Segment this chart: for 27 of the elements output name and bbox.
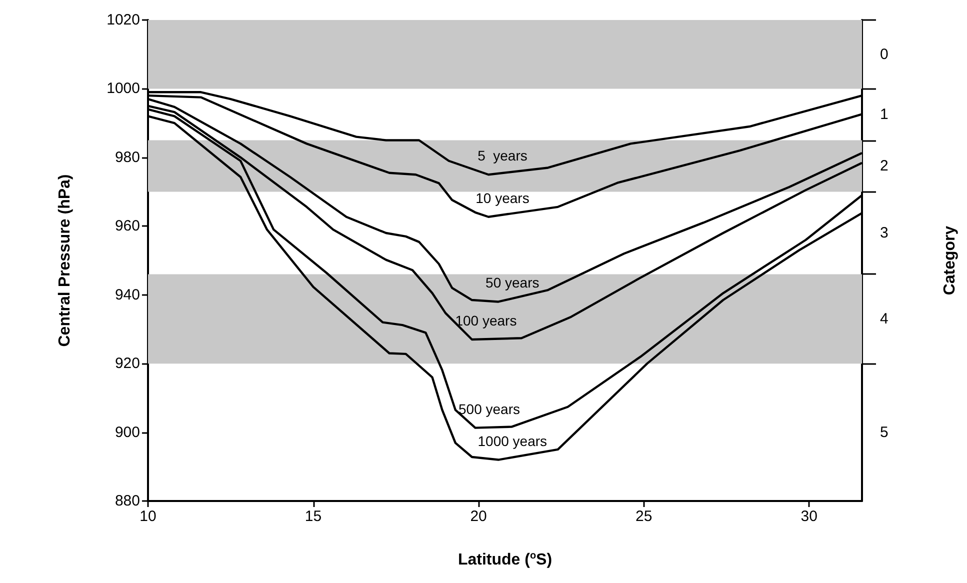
y-axis-title: Central Pressure (hPa) [56, 174, 74, 347]
y2-axis-title: Category [942, 226, 958, 296]
band-label: 2 [880, 158, 888, 175]
x-tick-label: 15 [304, 508, 322, 525]
band-label: 0 [880, 46, 888, 63]
y-tick-label: 1020 [106, 12, 140, 28]
series-label: 10 years [476, 190, 530, 206]
y-tick-label: 960 [114, 218, 140, 235]
text: 5 [880, 424, 888, 441]
series-label: 5 years [478, 148, 528, 164]
y-tick-label: 940 [114, 286, 140, 304]
y-tick-label: 900 [114, 424, 140, 441]
band-label: 4 [880, 310, 888, 328]
y-tick-label: 920 [114, 355, 140, 372]
text: 3 [880, 224, 888, 242]
text: 1 [880, 106, 888, 123]
series-label: 100 years [455, 312, 517, 329]
x-tick-label: 30 [800, 508, 818, 525]
y-tick-label: 980 [114, 148, 140, 166]
series-label: 500 years [458, 400, 520, 417]
y-tick-label: 1000 [106, 80, 140, 98]
series-label: 50 years [486, 274, 540, 291]
y-tick-label: 880 [114, 492, 140, 510]
series-label: 1000 years [478, 432, 548, 449]
x-tick-label: 20 [470, 508, 487, 525]
x-tick-label: 25 [635, 508, 652, 525]
x-tick-label: 10 [140, 508, 156, 525]
